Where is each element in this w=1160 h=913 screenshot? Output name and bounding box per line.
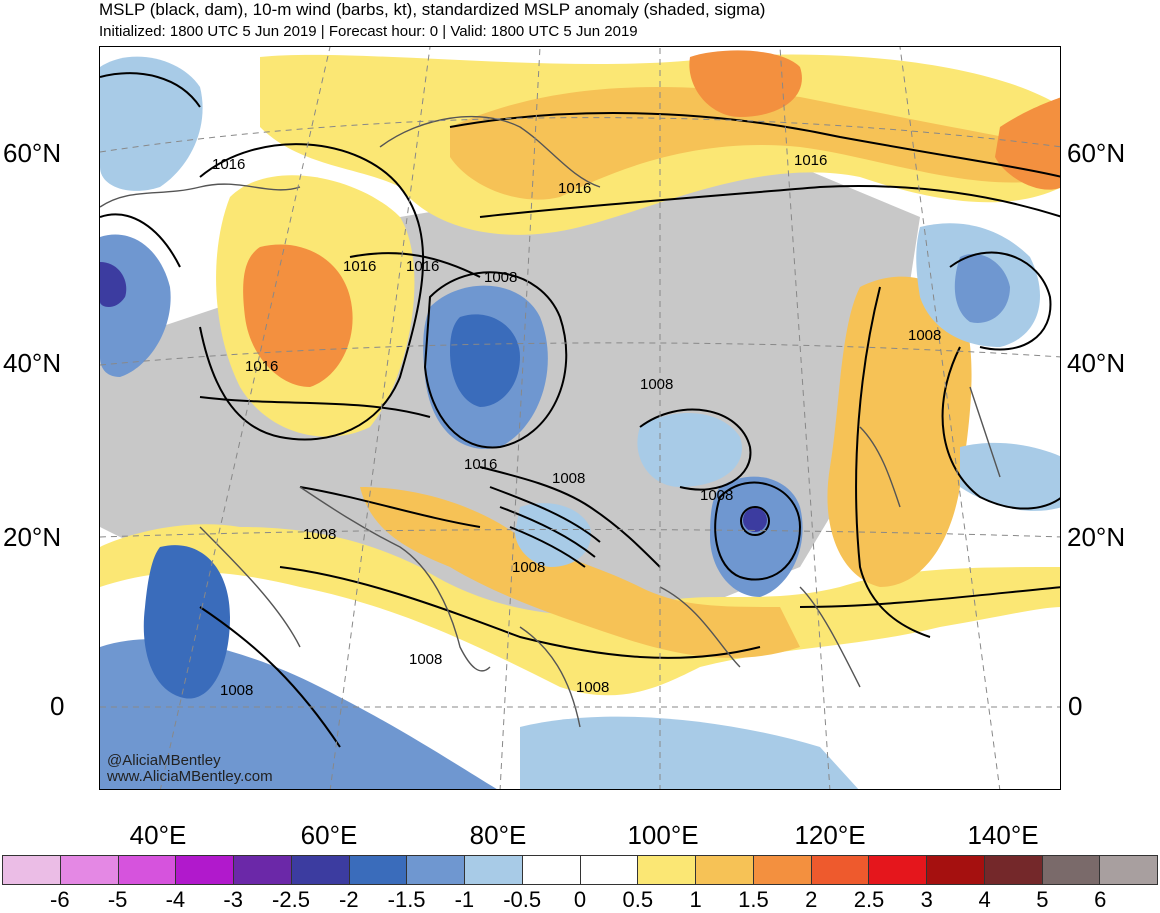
colorbar-tick-label: -0.5 [503,887,542,912]
contour-label: 1008 [303,526,336,543]
colorbar-swatch [3,856,61,884]
map-panel[interactable]: 1016 1016 1016 1016 1016 1008 1016 1008 … [99,46,1061,790]
colorbar-tick-label: 5 [1036,887,1049,912]
colorbar-tick-label: -4 [165,887,186,912]
colorbar-swatch [291,856,350,884]
contour-label: 1008 [700,487,733,504]
contour-label: 1008 [512,559,545,576]
colorbar-swatch [522,856,581,884]
lon-label-40e: 40°E [129,820,187,850]
anomaly-positive-south [100,524,1060,696]
contour-label: 1008 [640,376,673,393]
colorbar-swatch [580,856,639,884]
colorbar-swatch [696,856,754,884]
colorbar-tick-label: 6 [1094,887,1107,912]
contour-label: 1008 [908,327,941,344]
lat-label-60n-right: 60°N [1067,138,1126,168]
colorbar-swatch [1100,856,1157,884]
colorbar-tick-label: -1.5 [387,887,426,912]
colorbar-tick-label: 0 [573,887,587,912]
anomaly-negative-east-pacific [960,442,1060,511]
contour-label: 1016 [406,258,439,275]
low-west [100,262,127,307]
anomaly-orange-south [360,487,800,658]
colorbar-tick-label: -1 [454,887,475,912]
contour-label: 1016 [245,358,278,375]
anomaly-positive-east [827,276,972,587]
lat-label-40n-right: 40°N [1067,348,1126,378]
colorbar-swatch [869,856,927,884]
contour-label: 1008 [484,269,517,286]
contour-label: 1016 [464,456,497,473]
lon-label-140e: 140°E [967,820,1039,850]
contour-label: 1008 [409,651,442,668]
anomaly-negative-tibet [515,503,591,567]
colorbar-tick-label: -5 [107,887,128,912]
chart-title: MSLP (black, dam), 10-m wind (barbs, kt)… [99,0,766,19]
colorbar-tick-label: 1.5 [738,887,769,912]
lat-label-40n-left: 40°N [3,348,62,378]
colorbar-swatch [118,856,177,884]
lat-label-20n-left: 20°N [3,522,62,552]
contour-label: 1008 [220,682,253,699]
contour-label-group: 1016 1016 1016 1016 1016 1008 1016 1008 … [212,152,941,699]
credit-handle: @AliciaMBentley [107,752,221,769]
low-central [450,314,520,407]
contour-label: 1016 [558,180,591,197]
anomaly-negative-northwest [100,56,203,191]
graticule [100,47,1060,789]
lon-label-80e: 80°E [469,820,527,850]
colorbar-swatch [927,856,985,884]
colorbar-tick-label: -6 [50,887,70,912]
lat-label-60n-left: 60°N [3,138,62,168]
colorbar-tick-label: -2 [339,887,359,912]
anomaly-negative-arabian-core [143,545,230,699]
contour-label: 1016 [794,152,827,169]
anomaly-high-west [243,244,353,387]
colorbar-swatch [465,856,523,884]
contour-label: 1008 [552,470,585,487]
credit-website[interactable]: www.AliciaMBentley.com [107,768,273,785]
colorbar-tick-label: -3 [223,887,243,912]
lon-label-120e: 120°E [794,820,866,850]
colorbar-tick-label: 2 [805,887,818,912]
colorbar-tick-label: 0.5 [622,887,654,912]
colorbar-swatch [407,856,465,884]
colorbar-swatch [811,856,870,884]
colorbar-tick-label: 2.5 [853,887,885,912]
anomaly-negative-indian-ocean [520,716,859,789]
lat-label-20n-right: 20°N [1067,522,1126,552]
contour-label: 1016 [343,258,376,275]
colorbar-swatch [638,856,696,884]
colorbar-tick-label: 4 [978,887,991,912]
colorbar-tick-label: 1 [689,887,702,912]
colorbar-swatch [753,856,812,884]
colorbar-swatch [1042,856,1101,884]
colorbar-swatch [176,856,234,884]
colorbar-swatch [234,856,292,884]
colorbar-swatch [60,856,119,884]
colorbar-tick-label: 3 [920,887,933,912]
lat-label-0-right: 0 [1068,691,1083,721]
coastlines [100,115,1001,728]
contour-label: 1016 [212,156,245,173]
lon-label-60e: 60°E [300,820,358,850]
colorbar-swatch [349,856,408,884]
anomaly-orange-north [450,87,1060,200]
colorbar-tick-label: -2.5 [272,887,310,912]
anomaly-negative-mongolia [637,413,742,487]
colorbar [2,855,1158,885]
mslp-contours [100,72,1060,748]
anomaly-map: 1016 1016 1016 1016 1016 1008 1016 1008 … [100,47,1060,789]
lon-label-100e: 100°E [627,820,699,850]
anomaly-negative-china [710,476,803,597]
contour-label: 1008 [576,679,609,696]
low-china [743,508,767,532]
anomaly-high-north [689,50,802,117]
colorbar-swatch [984,856,1043,884]
lat-label-0-left: 0 [50,691,65,721]
chart-subtitle: Initialized: 1800 UTC 5 Jun 2019 | Forec… [99,23,638,40]
anomaly-negative-northeast-core [954,253,1010,323]
